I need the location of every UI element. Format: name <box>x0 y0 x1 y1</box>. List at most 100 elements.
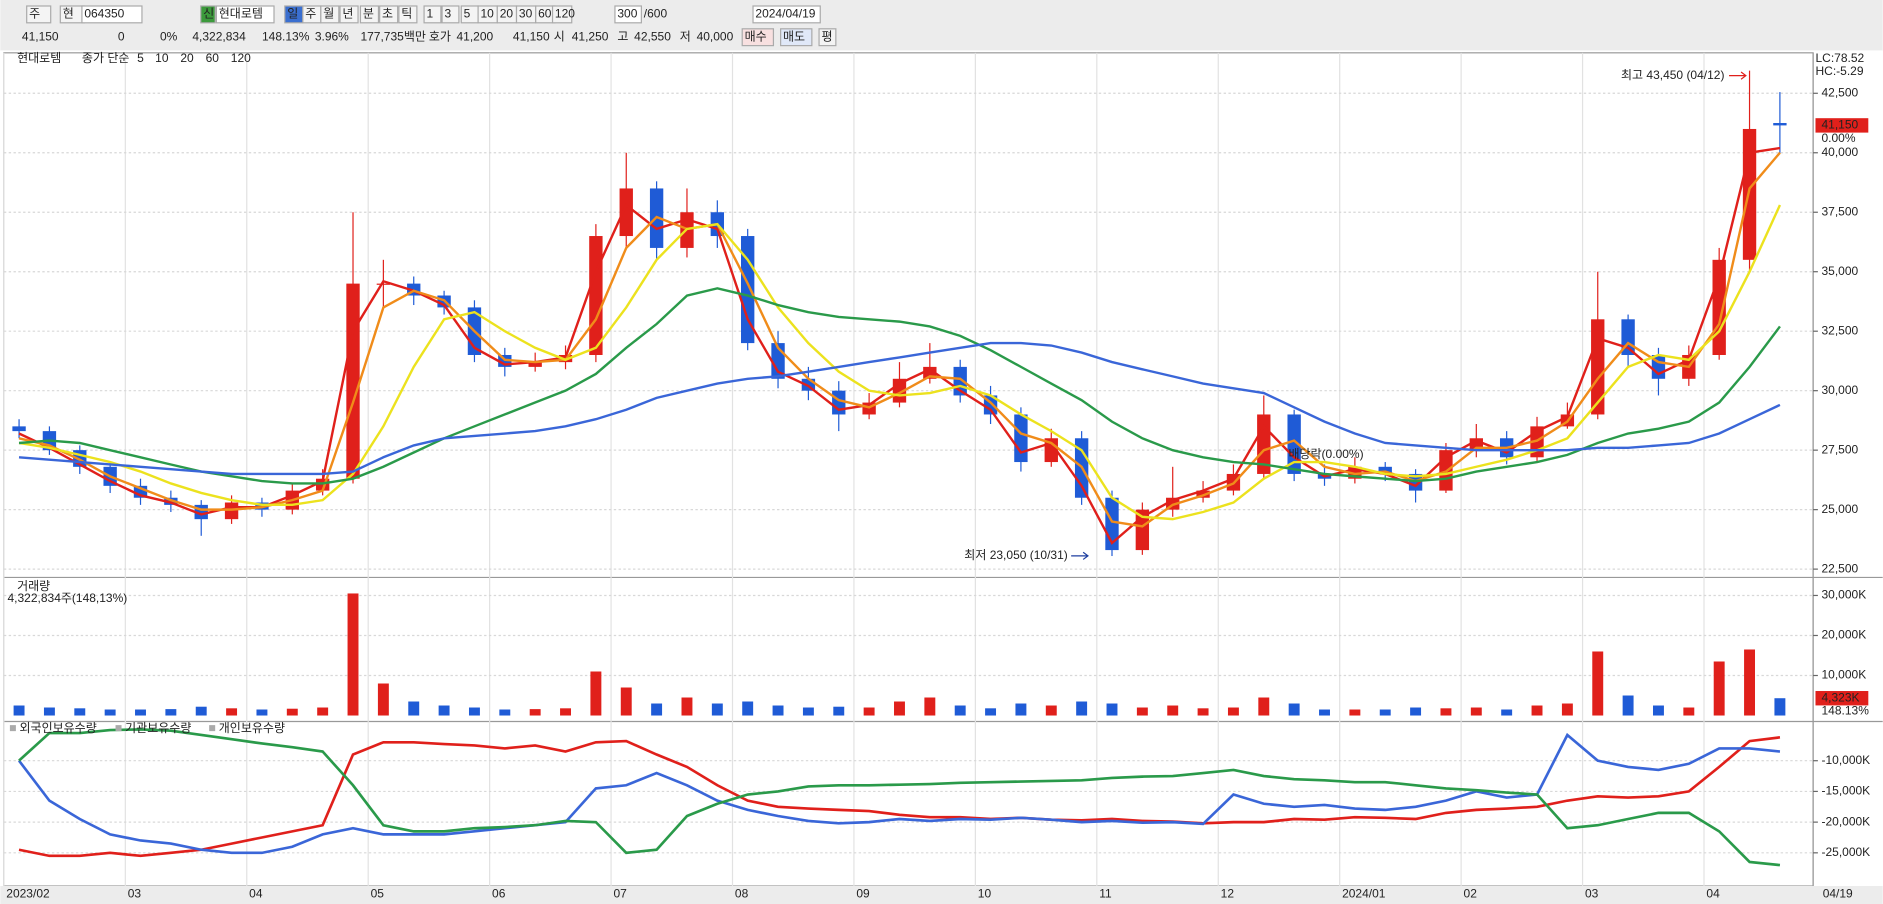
avg-button-box[interactable] <box>818 28 837 47</box>
candle-body <box>315 478 330 491</box>
stock-name-box[interactable] <box>215 5 275 24</box>
candle-body <box>133 485 148 498</box>
market-select[interactable]: 주 <box>29 7 40 21</box>
tick-button-box[interactable] <box>423 5 442 24</box>
x-tick-label: 07 <box>613 887 627 901</box>
market-select-box[interactable] <box>26 5 52 24</box>
chart-layer: 주 현 064350 신 현대로템 일 주 월 년 분 초 틱 1 3 5 10 20 30 60 120 300/60… <box>3 5 1870 901</box>
tick-button[interactable]: 1 <box>426 7 433 21</box>
volume-bar <box>1622 695 1634 716</box>
legend-entry: 120 <box>231 51 251 65</box>
candle-body <box>376 283 391 285</box>
avg-button[interactable]: 평 <box>821 29 832 43</box>
date-input-box[interactable] <box>752 5 821 24</box>
sell-button-box[interactable] <box>780 28 813 47</box>
period-button[interactable]: 틱 <box>401 7 412 21</box>
plot-frame <box>3 52 1814 887</box>
quote-volume: 4,322,834 <box>192 29 246 43</box>
period-button-box[interactable] <box>359 5 380 24</box>
period-button-box[interactable] <box>320 5 340 24</box>
tick-button[interactable]: 20 <box>500 7 514 21</box>
y-tick-label: 25,000 <box>1821 502 1858 516</box>
tick-button[interactable]: 5 <box>464 7 471 21</box>
tick-button[interactable]: 10 <box>480 7 494 21</box>
date-input[interactable]: 2024/04/19 <box>755 7 815 21</box>
period-button-box[interactable] <box>379 5 399 24</box>
period-button[interactable]: 년 <box>342 7 353 21</box>
volume-bar <box>1652 705 1664 716</box>
volume-bar <box>590 671 602 716</box>
candle-body <box>1014 414 1028 463</box>
period-button[interactable]: 일 <box>287 7 298 21</box>
volume-bar <box>256 709 268 716</box>
volume-bar <box>802 707 814 716</box>
volume-bar <box>1440 708 1452 716</box>
candle-body <box>1742 128 1757 260</box>
volume-bar <box>468 707 480 716</box>
count-input[interactable]: 300 <box>617 7 637 21</box>
kind-select[interactable]: 현 <box>63 7 74 21</box>
series-line <box>17 732 1781 855</box>
y-tick-label: 30,000K <box>1821 588 1866 602</box>
pane-subtitle: 4,322,834주(148,13%) <box>7 591 127 605</box>
tick-button-box[interactable] <box>551 5 573 24</box>
tick-button[interactable]: 30 <box>519 7 533 21</box>
tick-button[interactable]: 60 <box>538 7 552 21</box>
buy-button-box[interactable] <box>741 28 775 47</box>
tick-button-box[interactable] <box>441 5 460 24</box>
sell-button[interactable]: 매도 <box>783 29 805 43</box>
volume-bar <box>1713 661 1725 716</box>
volume-bar <box>1227 707 1239 716</box>
quote-price: 41,150 <box>22 29 59 43</box>
series-line <box>18 287 1781 485</box>
legend-entry: 기관보유수량 <box>125 721 191 735</box>
period-button-box[interactable] <box>398 5 418 24</box>
volume-bar <box>1106 703 1118 716</box>
count-input-box[interactable] <box>614 5 642 24</box>
period-button[interactable]: 분 <box>363 7 374 21</box>
stock-name[interactable]: 현대로템 <box>219 7 263 21</box>
legend-swatch <box>115 725 122 732</box>
candle-body <box>1591 319 1605 415</box>
tick-button[interactable]: 3 <box>444 7 451 21</box>
volume-bar <box>1531 705 1543 716</box>
tick-button[interactable]: 120 <box>555 7 575 21</box>
y-tick-label: -15,000K <box>1821 784 1870 798</box>
x-tick-label: 08 <box>735 887 749 901</box>
quote-rate: 0% <box>160 29 178 43</box>
volume-bar <box>74 708 86 716</box>
period-button-box[interactable] <box>339 5 359 24</box>
high-arrow <box>1729 71 1747 80</box>
period-button[interactable]: 주 <box>305 7 316 21</box>
x-tick-label: 09 <box>856 887 870 901</box>
quote-low-label: 저 <box>680 29 691 43</box>
volume-bar <box>1501 709 1513 716</box>
volume-bar <box>1045 705 1057 716</box>
buy-button[interactable]: 매수 <box>745 29 767 43</box>
x-tick-label: 04 <box>249 887 263 901</box>
count-max: /600 <box>644 7 668 21</box>
volume-bar <box>894 701 905 716</box>
volume-bar <box>165 709 177 716</box>
legend-entry: 5 <box>137 51 144 65</box>
volume-bar <box>1197 708 1209 716</box>
volume-bar <box>1136 707 1148 716</box>
x-tick-label: 10 <box>978 887 992 901</box>
lc-label: LC:78.52 <box>1815 51 1864 65</box>
last-volume-label: 4,323K <box>1821 690 1859 704</box>
period-button[interactable]: 월 <box>323 7 334 21</box>
code-input[interactable]: 064350 <box>84 7 124 21</box>
period-button[interactable]: 초 <box>382 7 393 21</box>
volume-bar <box>711 703 723 716</box>
volume-bar <box>681 697 693 716</box>
x-tick-label: 03 <box>1585 887 1599 901</box>
annotation: 최저 23,050 (10/31) <box>964 548 1067 562</box>
code-input-box[interactable] <box>81 5 143 24</box>
quote-amount: 177,735백만 <box>360 29 425 43</box>
y-tick-label: 27,500 <box>1821 442 1858 456</box>
new-badge-box <box>200 5 216 24</box>
series-line <box>18 736 1781 858</box>
volume-bar <box>286 708 298 716</box>
quote-turnover: 3.96% <box>315 29 349 43</box>
volume-bar <box>1774 698 1786 716</box>
